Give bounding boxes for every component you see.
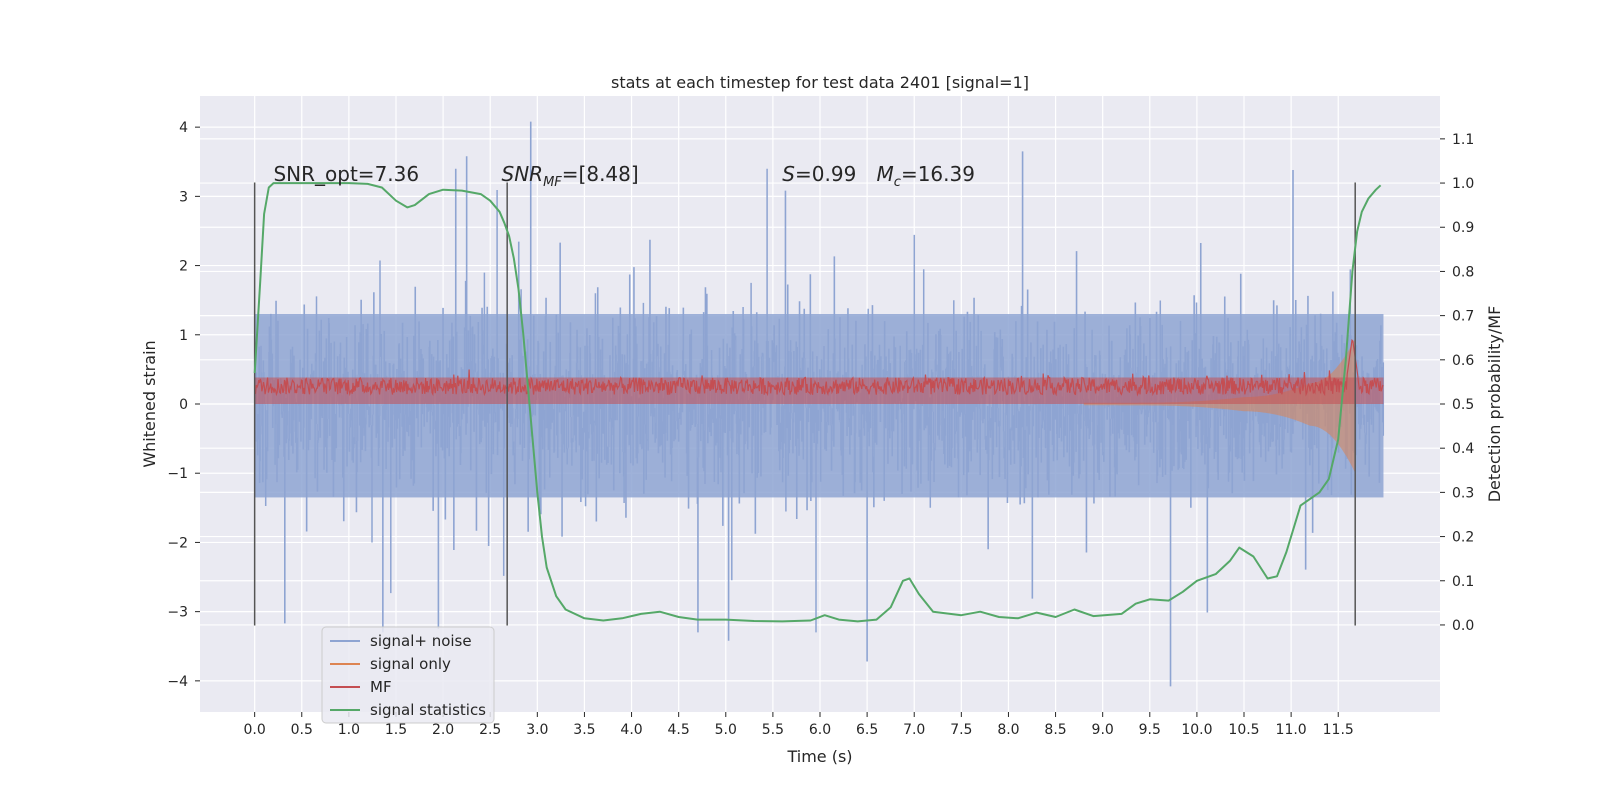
x-tick-label: 2.5 bbox=[479, 722, 501, 738]
x-tick-label: 3.5 bbox=[573, 722, 595, 738]
vertical-markers bbox=[253, 182, 1356, 626]
y-left-tick-label: 1 bbox=[179, 328, 188, 344]
y-right-axis-label: Detection probability/MF bbox=[1485, 306, 1504, 503]
x-tick-label: 2.0 bbox=[432, 722, 454, 738]
mf-line bbox=[254, 339, 1384, 397]
signal-statistics-series bbox=[253, 182, 1382, 623]
series-group bbox=[253, 121, 1385, 687]
x-axis-label: Time (s) bbox=[786, 747, 852, 766]
mf-series bbox=[254, 339, 1384, 404]
signal-statistics-line bbox=[253, 182, 1382, 623]
y-left-tick-label: 2 bbox=[179, 259, 188, 275]
y-right-axis-ticks: 0.0 0.1 0.2 0.3 0.4 0.5 0.6 0.7 0.8 0.9 1.0 1.1 bbox=[1440, 132, 1474, 634]
y-left-tick-label: 0 bbox=[179, 397, 188, 413]
signal-only-envelope bbox=[1083, 338, 1356, 473]
y-right-tick-label: 0.5 bbox=[1452, 397, 1474, 413]
x-tick-label: 6.0 bbox=[809, 722, 831, 738]
x-axis-ticks: 0.0 0.5 1.0 1.5 2.0 2.5 3.0 3.5 4.0 4.5 5.0 5.5 6.0 6… bbox=[244, 712, 1354, 738]
annotation-3: Mc=16.39 bbox=[877, 162, 975, 190]
legend-label: signal only bbox=[370, 655, 451, 673]
x-tick-label: 8.0 bbox=[997, 722, 1019, 738]
x-tick-label: 5.0 bbox=[715, 722, 737, 738]
annotations: SNR_opt=7.36 SNRMF=[8.48] S=0.99 Mc=16.39 bbox=[273, 162, 974, 190]
signal-only-series bbox=[1083, 338, 1356, 473]
x-tick-label: 4.0 bbox=[620, 722, 642, 738]
x-tick-label: 3.0 bbox=[526, 722, 548, 738]
y-right-tick-label: 0.2 bbox=[1452, 530, 1474, 546]
y-left-tick-label: 4 bbox=[179, 120, 188, 136]
y-left-axis-ticks: −4 −3 −2 −1 0 1 2 3 4 bbox=[167, 120, 200, 690]
y-right-tick-label: 0.6 bbox=[1452, 353, 1474, 369]
y-left-tick-label: −2 bbox=[167, 535, 188, 551]
y-right-tick-label: 0.4 bbox=[1452, 441, 1474, 457]
x-tick-label: 1.5 bbox=[385, 722, 407, 738]
x-tick-label: 4.5 bbox=[668, 722, 690, 738]
x-tick-label: 1.0 bbox=[338, 722, 360, 738]
x-tick-label: 9.0 bbox=[1092, 722, 1114, 738]
y-left-axis-label: Whitened strain bbox=[140, 340, 159, 467]
x-tick-label: 9.5 bbox=[1139, 722, 1161, 738]
y-right-tick-label: 1.1 bbox=[1452, 132, 1474, 148]
y-right-tick-label: 0.9 bbox=[1452, 220, 1474, 236]
legend-label: signal statistics bbox=[370, 701, 486, 719]
x-tick-label: 10.0 bbox=[1181, 722, 1212, 738]
legend: signal+ noise signal only MF signal statist… bbox=[321, 626, 495, 724]
annotation-2: S=0.99 bbox=[782, 162, 856, 186]
y-right-tick-label: 0.0 bbox=[1452, 618, 1474, 634]
y-right-tick-label: 0.7 bbox=[1452, 309, 1474, 325]
annotation-0: SNR_opt=7.36 bbox=[273, 162, 419, 186]
y-left-tick-label: −3 bbox=[167, 605, 188, 621]
x-tick-label: 0.5 bbox=[291, 722, 313, 738]
x-tick-label: 10.5 bbox=[1228, 722, 1259, 738]
x-tick-label: 11.5 bbox=[1323, 722, 1354, 738]
legend-box bbox=[321, 626, 495, 724]
chart-title: stats at each timestep for test data 240… bbox=[611, 73, 1029, 92]
y-left-tick-label: −1 bbox=[167, 466, 188, 482]
x-tick-label: 6.5 bbox=[856, 722, 878, 738]
x-tick-label: 8.5 bbox=[1044, 722, 1066, 738]
x-tick-label: 5.5 bbox=[762, 722, 784, 738]
y-right-tick-label: 1.0 bbox=[1452, 176, 1474, 192]
x-tick-label: 7.0 bbox=[903, 722, 925, 738]
y-left-tick-label: 3 bbox=[179, 189, 188, 205]
x-tick-label: 7.5 bbox=[950, 722, 972, 738]
annotation-1: SNRMF=[8.48] bbox=[502, 162, 639, 190]
y-right-tick-label: 0.8 bbox=[1452, 264, 1474, 280]
x-tick-label: 11.0 bbox=[1276, 722, 1307, 738]
y-left-tick-label: −4 bbox=[167, 674, 188, 690]
y-right-tick-label: 0.3 bbox=[1452, 485, 1474, 501]
x-tick-label: 0.0 bbox=[244, 722, 266, 738]
legend-label: MF bbox=[370, 678, 392, 696]
y-right-tick-label: 0.1 bbox=[1452, 574, 1474, 590]
legend-label: signal+ noise bbox=[370, 632, 472, 650]
